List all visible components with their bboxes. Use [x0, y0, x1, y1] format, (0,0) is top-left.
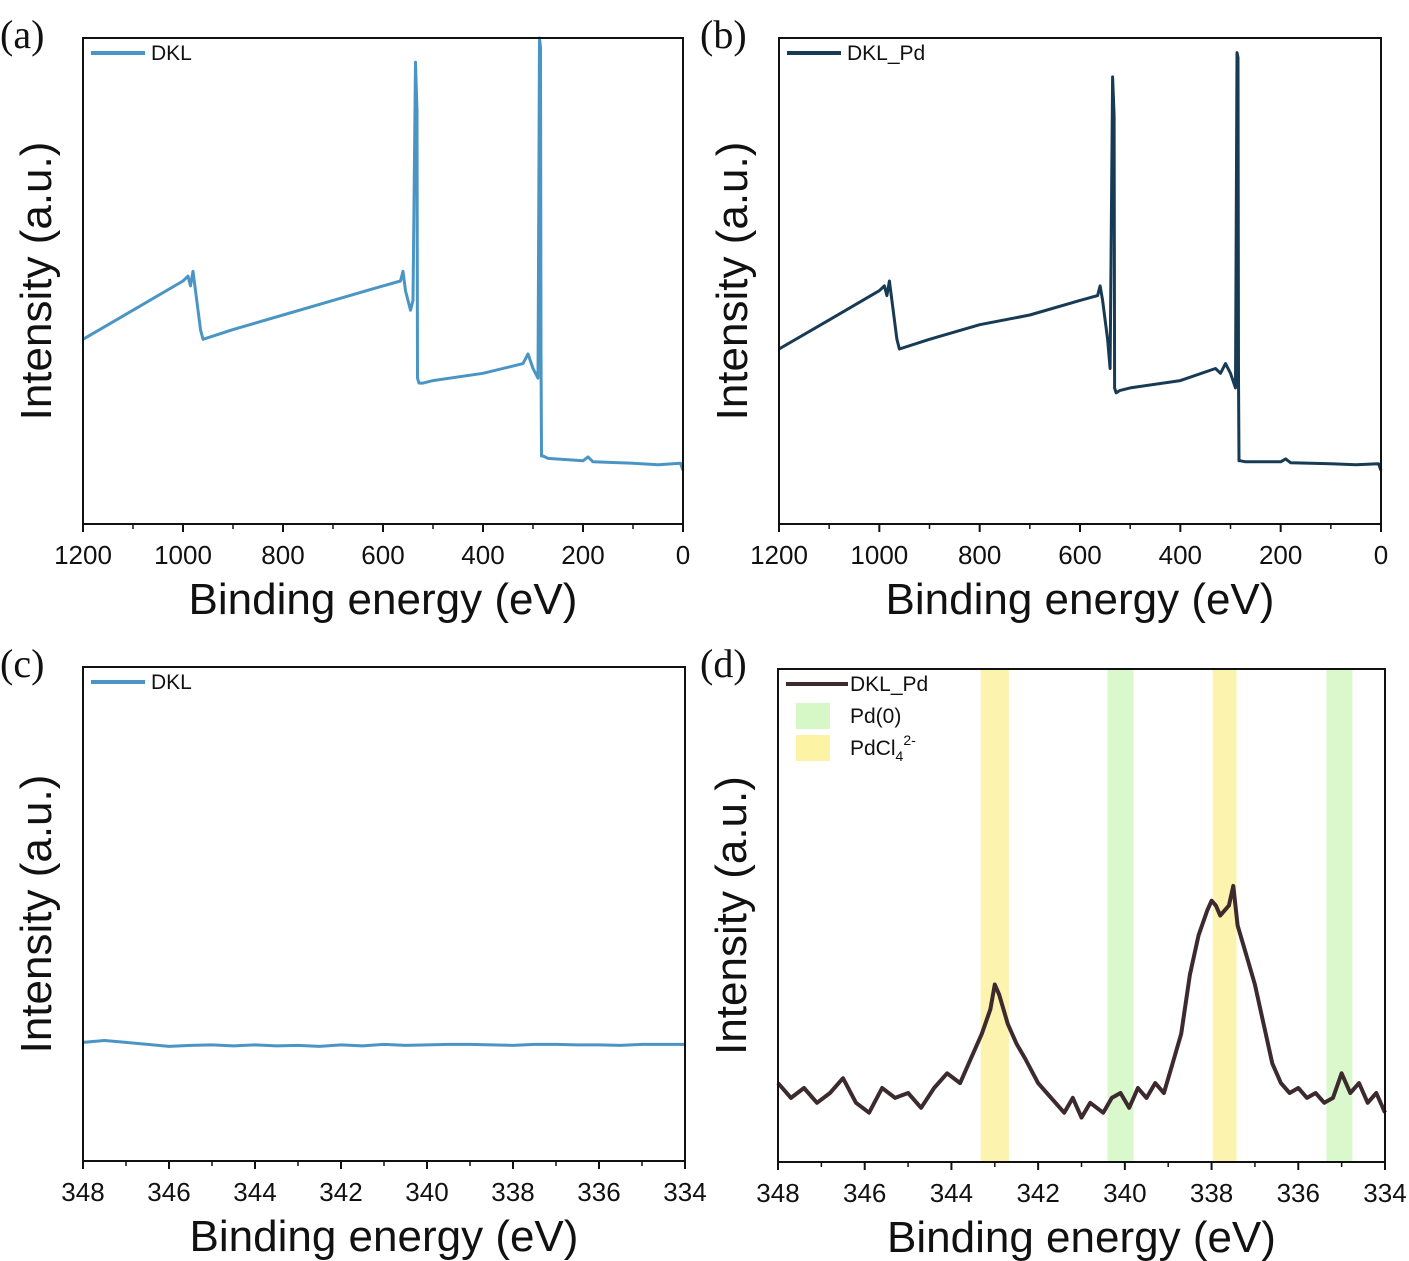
- panel-label: (b): [700, 12, 747, 57]
- series-line-dkl-pd: [778, 51, 1383, 472]
- x-tick-label: 338: [1190, 1178, 1233, 1208]
- x-axis-title: Binding energy (eV): [189, 575, 578, 624]
- series-line-dkl: [82, 1039, 685, 1048]
- x-tick-label: 1200: [54, 540, 112, 570]
- x-tick-label: 334: [663, 1177, 706, 1207]
- legend-label: DKL: [151, 42, 192, 65]
- series-line-dkl: [82, 36, 685, 471]
- x-tick-label: 342: [1016, 1178, 1059, 1208]
- plot-frame: [82, 666, 686, 1162]
- y-axis-title: Intensity (a.u.): [12, 775, 61, 1054]
- x-axis-title: Binding energy (eV): [190, 1212, 579, 1261]
- legend-label: DKL_Pd: [850, 673, 928, 696]
- x-tick-label: 800: [261, 540, 304, 570]
- x-tick-label: 1200: [750, 540, 808, 570]
- x-tick-label: 336: [1277, 1178, 1320, 1208]
- x-tick-label: 340: [405, 1177, 448, 1207]
- x-tick-label: 346: [147, 1177, 190, 1207]
- x-tick-label: 348: [756, 1178, 799, 1208]
- legend-label: PdCl42-: [850, 732, 916, 764]
- x-tick-label: 1000: [154, 540, 212, 570]
- x-tick-label: 346: [843, 1178, 886, 1208]
- x-axis-title: Binding energy (eV): [887, 1213, 1276, 1261]
- x-axis-title: Binding energy (eV): [886, 575, 1275, 624]
- y-axis-title: Intensity (a.u.): [707, 776, 756, 1055]
- legend-swatch: [796, 735, 830, 761]
- x-tick-label: 334: [1363, 1178, 1406, 1208]
- legend-label: DKL: [151, 671, 192, 694]
- plot-frame: [778, 37, 1382, 525]
- x-tick-label: 338: [491, 1177, 534, 1207]
- x-tick-label: 0: [676, 540, 690, 570]
- x-tick-label: 600: [1058, 540, 1101, 570]
- x-tick-label: 1000: [850, 540, 908, 570]
- legend-label: DKL_Pd: [847, 42, 925, 65]
- x-tick-label: 200: [561, 540, 604, 570]
- x-tick-label: 200: [1259, 540, 1302, 570]
- x-tick-label: 0: [1374, 540, 1388, 570]
- band-1: [980, 669, 1009, 1162]
- y-axis-title: Intensity (a.u.): [12, 142, 61, 421]
- panel-label: (d): [700, 641, 747, 686]
- legend-label: Pd(0): [850, 705, 901, 728]
- x-tick-label: 336: [577, 1177, 620, 1207]
- x-tick-label: 400: [1159, 540, 1202, 570]
- band-2: [1107, 669, 1134, 1162]
- x-tick-label: 600: [361, 540, 404, 570]
- y-axis-title: Intensity (a.u.): [708, 142, 757, 421]
- series-line-dkl-pd: [776, 883, 1387, 1120]
- x-tick-label: 344: [233, 1177, 276, 1207]
- panel-label: (c): [0, 641, 44, 686]
- x-tick-label: 342: [319, 1177, 362, 1207]
- legend-swatch: [796, 703, 830, 729]
- x-tick-label: 400: [461, 540, 504, 570]
- x-tick-label: 340: [1103, 1178, 1146, 1208]
- panel-label: (a): [0, 12, 44, 57]
- x-tick-label: 800: [958, 540, 1001, 570]
- plot-frame: [82, 37, 684, 525]
- band-3: [1212, 669, 1237, 1162]
- x-tick-label: 348: [61, 1177, 104, 1207]
- x-tick-label: 344: [930, 1178, 973, 1208]
